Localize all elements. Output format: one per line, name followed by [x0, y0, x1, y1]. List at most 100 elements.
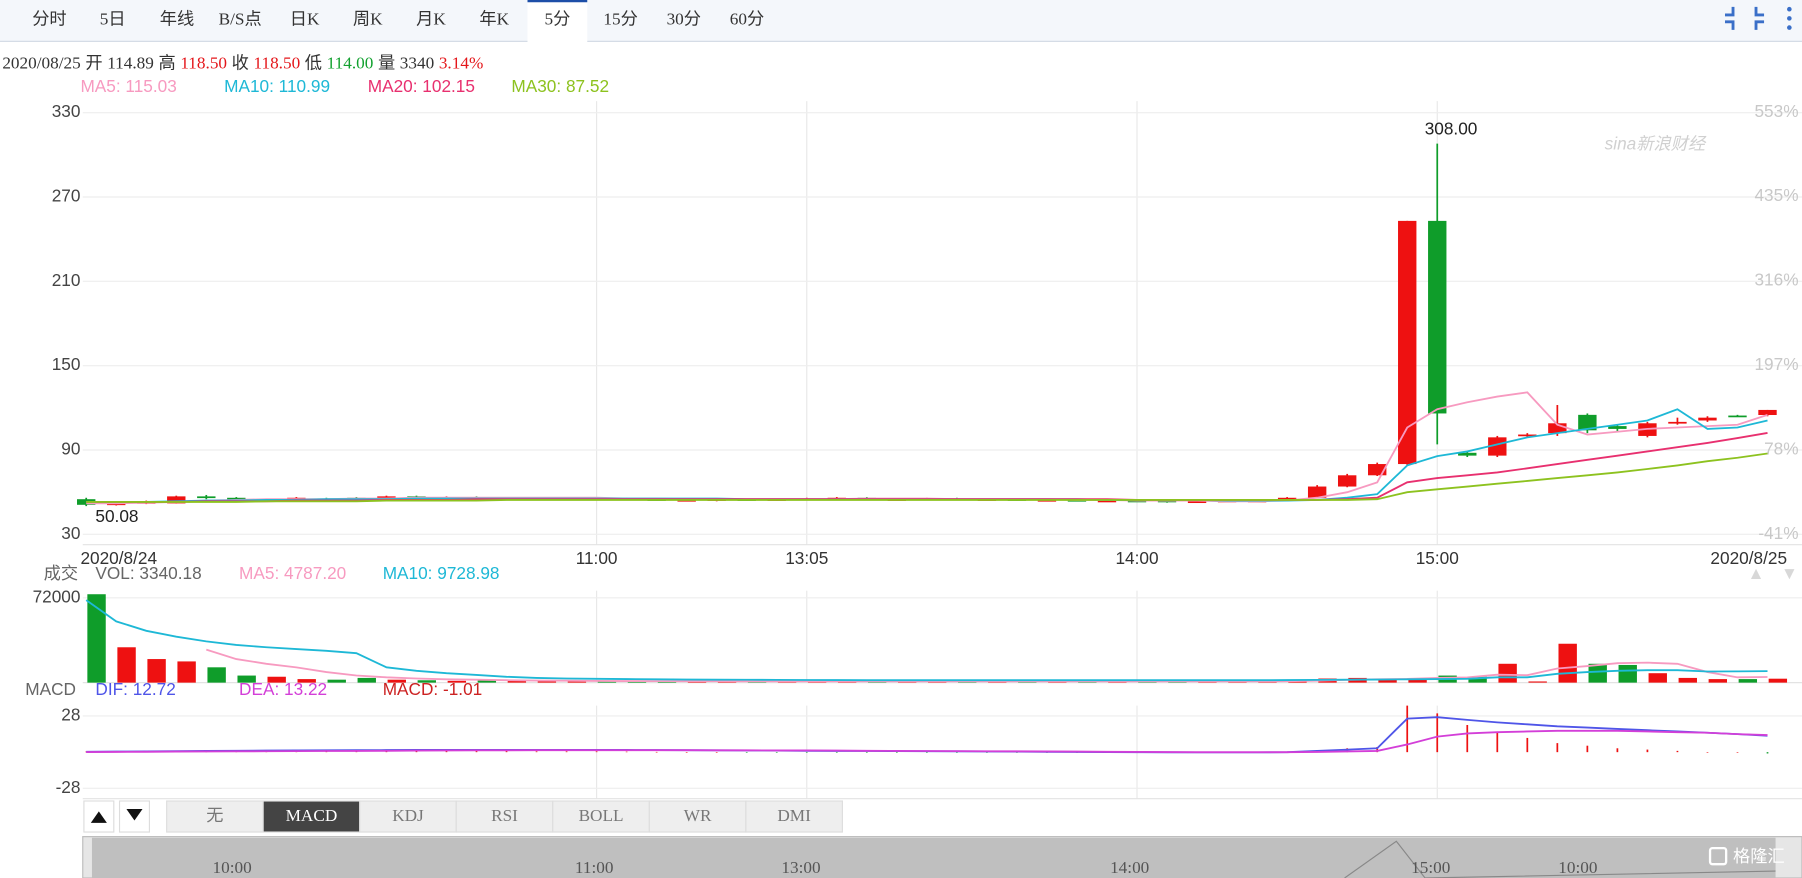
indicator-tab[interactable]: BOLL — [579, 806, 624, 825]
tab[interactable]: 分时 — [32, 10, 66, 29]
y-tick-label: 210 — [52, 270, 81, 290]
quote-line: 2020/08/25 开 114.89 高 118.50 收 118.50 低 114.00 量 3… — [2, 53, 483, 72]
indicator-tab-bg[interactable] — [648, 800, 747, 833]
volume-bar — [237, 675, 256, 683]
quote-value: 118.50 — [253, 53, 300, 72]
macd-bar — [1496, 732, 1499, 753]
y-tick-label: 270 — [52, 186, 81, 206]
indicator-tab[interactable]: MACD — [286, 806, 338, 825]
macd-bar — [1436, 713, 1439, 753]
tab[interactable]: 30分 — [667, 10, 701, 29]
y-tick-label: 330 — [52, 101, 81, 121]
volume-bar — [117, 647, 136, 683]
candle-body — [1488, 437, 1507, 456]
navigator-window[interactable] — [91, 837, 1776, 878]
navigator-label: 10:00 — [1558, 858, 1597, 877]
y2-tick-label: 78% — [1764, 438, 1798, 458]
macd-bar — [1646, 749, 1649, 753]
tab[interactable]: 年线 — [160, 10, 194, 29]
indicator-tab[interactable]: 无 — [206, 806, 223, 825]
quote-value: 3340 — [400, 53, 434, 72]
legend-entry: MA20: 102.15 — [368, 76, 475, 96]
macd-bar — [715, 752, 718, 753]
candle-body — [1758, 409, 1777, 416]
y2-tick-label: 197% — [1754, 354, 1798, 374]
volume-bar — [357, 677, 376, 683]
macd-bar — [775, 752, 778, 753]
volume-bar — [1498, 663, 1517, 683]
volume-bar — [87, 594, 106, 683]
macd-bar — [835, 752, 838, 753]
volume-bar — [507, 680, 527, 683]
candle-body — [1668, 421, 1687, 424]
tab[interactable]: 年K — [479, 10, 509, 29]
scroll-up[interactable]: ▲ — [1747, 563, 1764, 583]
legend-entry: MA5: 115.03 — [80, 76, 176, 96]
volume-bar — [147, 659, 166, 683]
candle-body — [1608, 426, 1627, 429]
tab[interactable]: 日K — [290, 10, 320, 29]
x-tick-label: 2020/8/25 — [1710, 548, 1787, 568]
macd-bar — [1676, 750, 1679, 753]
tab[interactable]: 5分 — [544, 10, 570, 29]
x-tick-label: 11:00 — [576, 548, 618, 568]
volume-bar — [177, 661, 196, 683]
tab[interactable]: 60分 — [730, 10, 764, 29]
line — [86, 432, 1768, 503]
indicator-tab-bg[interactable] — [262, 800, 361, 833]
candle-body — [1398, 220, 1417, 465]
volume-bar — [447, 680, 467, 683]
quote-label: 开 — [85, 53, 102, 72]
line — [85, 599, 1768, 682]
macd-bar — [595, 751, 598, 753]
legend-entry: DEA: 13.22 — [239, 679, 327, 699]
tab[interactable]: B/S点 — [219, 10, 262, 29]
macd-bar — [1406, 705, 1409, 753]
y-tick-label: 30 — [61, 523, 80, 543]
legend-entry: MACD: -1.01 — [383, 679, 483, 699]
y-tick-label: 28 — [61, 705, 80, 725]
indicator-tab[interactable]: KDJ — [392, 806, 424, 825]
navigator-label: 14:00 — [1110, 858, 1149, 877]
macd-bar — [625, 751, 628, 753]
tab[interactable]: 周K — [353, 10, 383, 29]
y2-tick-label: -41% — [1758, 523, 1798, 543]
quote-label: 低 — [305, 53, 322, 72]
y-tick-label: 150 — [52, 354, 81, 374]
indicator-tab[interactable]: RSI — [491, 806, 518, 825]
y2-tick-label: 316% — [1754, 269, 1798, 289]
navigator-label: 10:00 — [213, 858, 252, 877]
indicator-tab[interactable]: DMI — [777, 806, 811, 825]
legend-entry: MA5: 4787.20 — [239, 563, 346, 583]
candle-body — [1337, 475, 1357, 487]
macd-bar — [865, 752, 868, 753]
macd-bar — [1466, 725, 1469, 753]
tab[interactable]: 5日 — [100, 10, 126, 29]
dot — [1787, 6, 1792, 12]
volume-bar — [417, 680, 436, 683]
volume-bar — [1678, 677, 1697, 683]
volume-bar — [597, 681, 617, 683]
menu-icon[interactable] — [1787, 6, 1792, 30]
line — [86, 716, 1768, 754]
volume-bar — [207, 667, 226, 683]
selected-tab[interactable] — [527, 0, 588, 43]
indicator-tab-bg[interactable] — [745, 800, 843, 833]
indicator-tab[interactable]: WR — [684, 806, 712, 825]
quote-label: 收 — [232, 53, 249, 72]
candle-body — [1518, 434, 1537, 437]
macd-bar — [505, 751, 508, 753]
tab[interactable]: 15分 — [603, 10, 637, 29]
legend-entry: MA30: 87.52 — [511, 76, 609, 96]
collapse-icon[interactable] — [1724, 6, 1765, 30]
watermark: sina新浪财经 — [1605, 133, 1707, 153]
tab[interactable]: 月K — [416, 10, 446, 29]
y-tick-label: -28 — [56, 777, 81, 797]
y-tick-label: 90 — [61, 439, 80, 459]
line — [86, 452, 1768, 503]
indicator-tab-bg[interactable] — [455, 800, 554, 833]
scroll-down[interactable]: ▼ — [1781, 563, 1798, 583]
macd-bar — [1616, 748, 1619, 753]
macd-bar — [565, 751, 568, 753]
